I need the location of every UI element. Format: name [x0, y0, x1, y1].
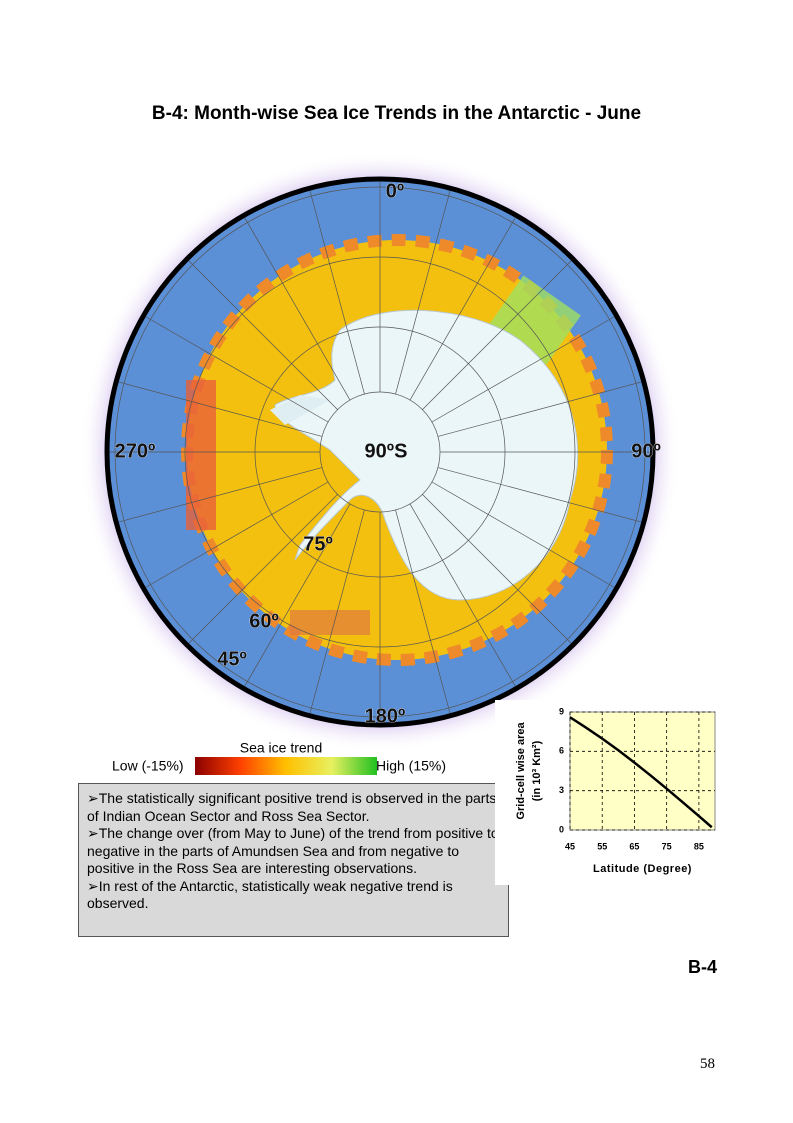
legend-scale: [195, 757, 377, 775]
notes: ➢The statistically significant positive …: [78, 783, 509, 937]
area-chart: 0 3 6 9 45 55 65 75 85 Latitude (Degree) Grid-cell…: [495, 700, 727, 885]
y-tick-label: 0: [559, 824, 564, 834]
map-label: 270º: [115, 440, 156, 462]
parallel: [114, 186, 646, 718]
parallel: [184, 256, 576, 648]
x-tick-label: 55: [597, 841, 607, 851]
legend-high: High (15%): [376, 758, 446, 774]
meridian: [409, 209, 521, 401]
x-tick-label: 75: [662, 841, 672, 851]
x-tick-label: 65: [629, 841, 639, 851]
map-label: 0º: [386, 180, 404, 202]
map: 0º 90º 180º 270º 90ºS 75º 60º 45º Sea ic…: [80, 152, 680, 775]
legend-title: Sea ice trend: [240, 740, 323, 756]
meridian: [137, 481, 329, 593]
map-label: 180º: [365, 705, 406, 727]
y-axis-label: Grid-cell wise area: [515, 722, 527, 820]
parallel: [254, 326, 506, 578]
meridian: [307, 509, 365, 723]
map-label: 90º: [631, 440, 661, 462]
parallel: [319, 391, 441, 513]
title: B-4: Month-wise Sea Ice Trends in the An…: [151, 103, 642, 124]
x-tick-label: 45: [565, 841, 575, 851]
note: ➢In rest of the Antarctic, statistically…: [87, 877, 453, 912]
map-label: 75º: [303, 533, 333, 555]
y-tick-label: 9: [559, 706, 564, 716]
meridian: [239, 209, 351, 401]
y-tick-label: 3: [559, 785, 564, 795]
meridian: [422, 253, 579, 410]
meridian: [431, 481, 623, 593]
figure-code: B-4: [688, 957, 718, 977]
meridian: [181, 253, 338, 410]
map-label: 45º: [217, 648, 247, 670]
meridian: [109, 379, 323, 437]
meridian: [181, 494, 338, 651]
meridian: [395, 181, 453, 395]
y-tick-label: 6: [559, 746, 564, 756]
meridian: [437, 379, 651, 437]
legend-low: Low (-15%): [112, 758, 184, 774]
map-body: [107, 179, 653, 725]
map-border: [104, 176, 656, 728]
meridian: [239, 503, 351, 695]
meridian: [307, 181, 365, 395]
x-axis-label: Latitude (Degree): [593, 863, 692, 875]
map-label: 90ºS: [365, 440, 408, 462]
map-label: 60º: [249, 610, 279, 632]
meridian: [437, 467, 651, 525]
meridian: [109, 467, 323, 525]
data-line: [569, 716, 713, 829]
meridian: [422, 494, 579, 651]
note: ➢The change over (from May to June) of t…: [87, 825, 499, 876]
meridian: [137, 311, 329, 423]
meridian: [431, 311, 623, 423]
page-number: 58: [700, 1056, 715, 1072]
note: ➢The statistically significant positive …: [87, 790, 497, 824]
meridian: [395, 509, 453, 723]
y-axis-label: (in 10³ Km²): [531, 740, 543, 801]
x-tick-label: 85: [694, 841, 704, 851]
meridian: [409, 503, 521, 695]
